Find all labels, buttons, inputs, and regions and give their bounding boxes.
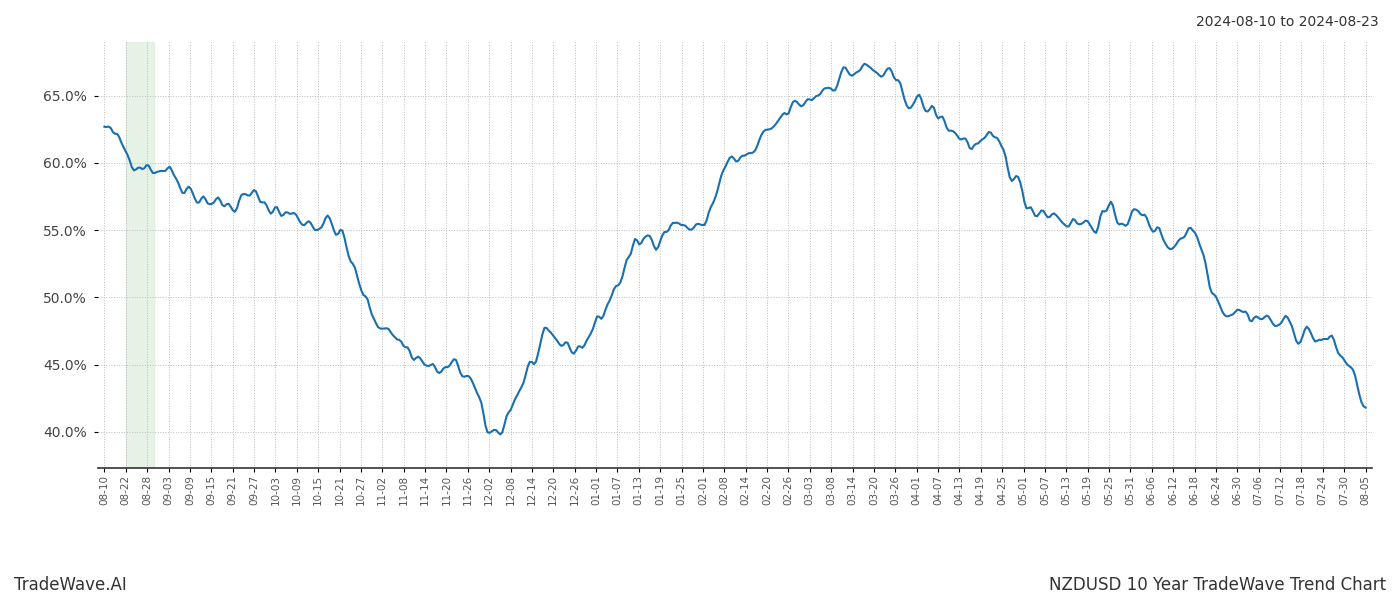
Text: NZDUSD 10 Year TradeWave Trend Chart: NZDUSD 10 Year TradeWave Trend Chart — [1049, 576, 1386, 594]
Text: TradeWave.AI: TradeWave.AI — [14, 576, 127, 594]
Bar — [126, 42, 154, 468]
Text: 2024-08-10 to 2024-08-23: 2024-08-10 to 2024-08-23 — [1197, 15, 1379, 29]
